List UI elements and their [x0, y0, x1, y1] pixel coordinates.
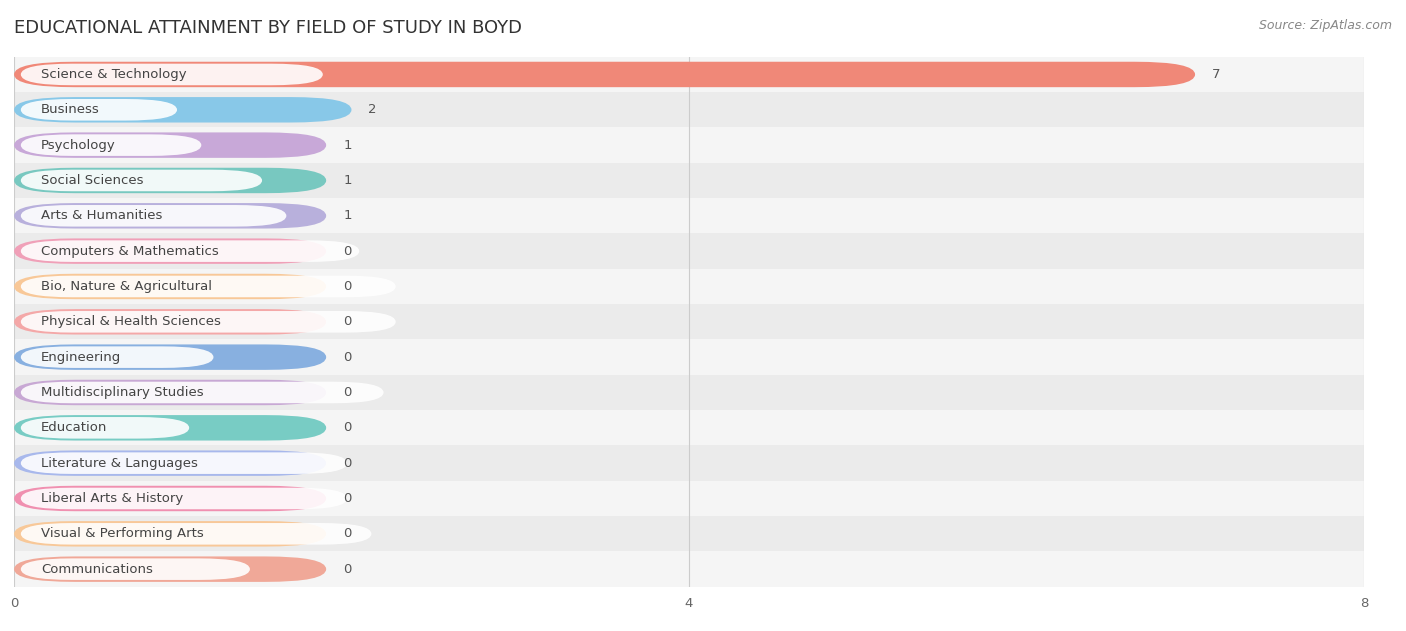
FancyBboxPatch shape: [21, 558, 250, 580]
Bar: [0, 339, 1406, 375]
FancyBboxPatch shape: [14, 274, 326, 299]
Text: 0: 0: [343, 457, 352, 469]
FancyBboxPatch shape: [21, 134, 201, 156]
FancyBboxPatch shape: [21, 99, 177, 121]
FancyBboxPatch shape: [21, 523, 371, 545]
Bar: [0, 375, 1406, 410]
Text: Psychology: Psychology: [41, 139, 115, 151]
Text: 2: 2: [368, 103, 377, 116]
FancyBboxPatch shape: [14, 168, 326, 193]
Bar: [0, 198, 1406, 233]
FancyBboxPatch shape: [21, 452, 347, 474]
Text: 1: 1: [343, 209, 352, 222]
Text: 0: 0: [343, 386, 352, 399]
Bar: [0, 163, 1406, 198]
Text: 0: 0: [343, 351, 352, 363]
FancyBboxPatch shape: [14, 133, 326, 158]
FancyBboxPatch shape: [14, 415, 326, 440]
FancyBboxPatch shape: [21, 240, 360, 262]
Text: 0: 0: [343, 280, 352, 293]
FancyBboxPatch shape: [14, 557, 326, 582]
Text: 1: 1: [343, 174, 352, 187]
Bar: [0, 516, 1406, 551]
Text: Physical & Health Sciences: Physical & Health Sciences: [41, 316, 221, 328]
Bar: [0, 233, 1406, 269]
FancyBboxPatch shape: [14, 380, 326, 405]
FancyBboxPatch shape: [14, 62, 1195, 87]
FancyBboxPatch shape: [14, 345, 326, 370]
Text: Computers & Mathematics: Computers & Mathematics: [41, 245, 219, 257]
FancyBboxPatch shape: [14, 203, 326, 228]
Bar: [0, 269, 1406, 304]
Text: Communications: Communications: [41, 563, 153, 575]
FancyBboxPatch shape: [21, 170, 262, 191]
FancyBboxPatch shape: [21, 382, 384, 403]
Text: 0: 0: [343, 492, 352, 505]
Text: 1: 1: [343, 139, 352, 151]
Text: Visual & Performing Arts: Visual & Performing Arts: [41, 528, 204, 540]
Text: 0: 0: [343, 528, 352, 540]
FancyBboxPatch shape: [14, 97, 352, 122]
Text: Literature & Languages: Literature & Languages: [41, 457, 198, 469]
Bar: [0, 127, 1406, 163]
Text: EDUCATIONAL ATTAINMENT BY FIELD OF STUDY IN BOYD: EDUCATIONAL ATTAINMENT BY FIELD OF STUDY…: [14, 19, 522, 37]
Text: Education: Education: [41, 422, 107, 434]
FancyBboxPatch shape: [21, 311, 395, 333]
Text: 0: 0: [343, 316, 352, 328]
FancyBboxPatch shape: [14, 486, 326, 511]
Bar: [0, 481, 1406, 516]
Text: Business: Business: [41, 103, 100, 116]
Text: 0: 0: [343, 245, 352, 257]
Bar: [0, 304, 1406, 339]
Bar: [0, 551, 1406, 587]
Text: Social Sciences: Social Sciences: [41, 174, 143, 187]
FancyBboxPatch shape: [14, 451, 326, 476]
FancyBboxPatch shape: [21, 276, 395, 297]
Text: Multidisciplinary Studies: Multidisciplinary Studies: [41, 386, 204, 399]
FancyBboxPatch shape: [14, 521, 326, 546]
Bar: [0, 92, 1406, 127]
FancyBboxPatch shape: [21, 64, 323, 85]
Text: Source: ZipAtlas.com: Source: ZipAtlas.com: [1258, 19, 1392, 32]
Bar: [0, 410, 1406, 445]
Text: Science & Technology: Science & Technology: [41, 68, 187, 81]
FancyBboxPatch shape: [21, 205, 287, 227]
Text: 0: 0: [343, 422, 352, 434]
FancyBboxPatch shape: [21, 346, 214, 368]
Text: 0: 0: [343, 563, 352, 575]
Bar: [0, 445, 1406, 481]
FancyBboxPatch shape: [14, 309, 326, 334]
Text: 7: 7: [1212, 68, 1220, 81]
Text: Arts & Humanities: Arts & Humanities: [41, 209, 163, 222]
FancyBboxPatch shape: [21, 488, 347, 509]
Bar: [0, 57, 1406, 92]
FancyBboxPatch shape: [14, 239, 326, 264]
Text: Bio, Nature & Agricultural: Bio, Nature & Agricultural: [41, 280, 212, 293]
Text: Liberal Arts & History: Liberal Arts & History: [41, 492, 183, 505]
Text: Engineering: Engineering: [41, 351, 121, 363]
FancyBboxPatch shape: [21, 417, 190, 439]
